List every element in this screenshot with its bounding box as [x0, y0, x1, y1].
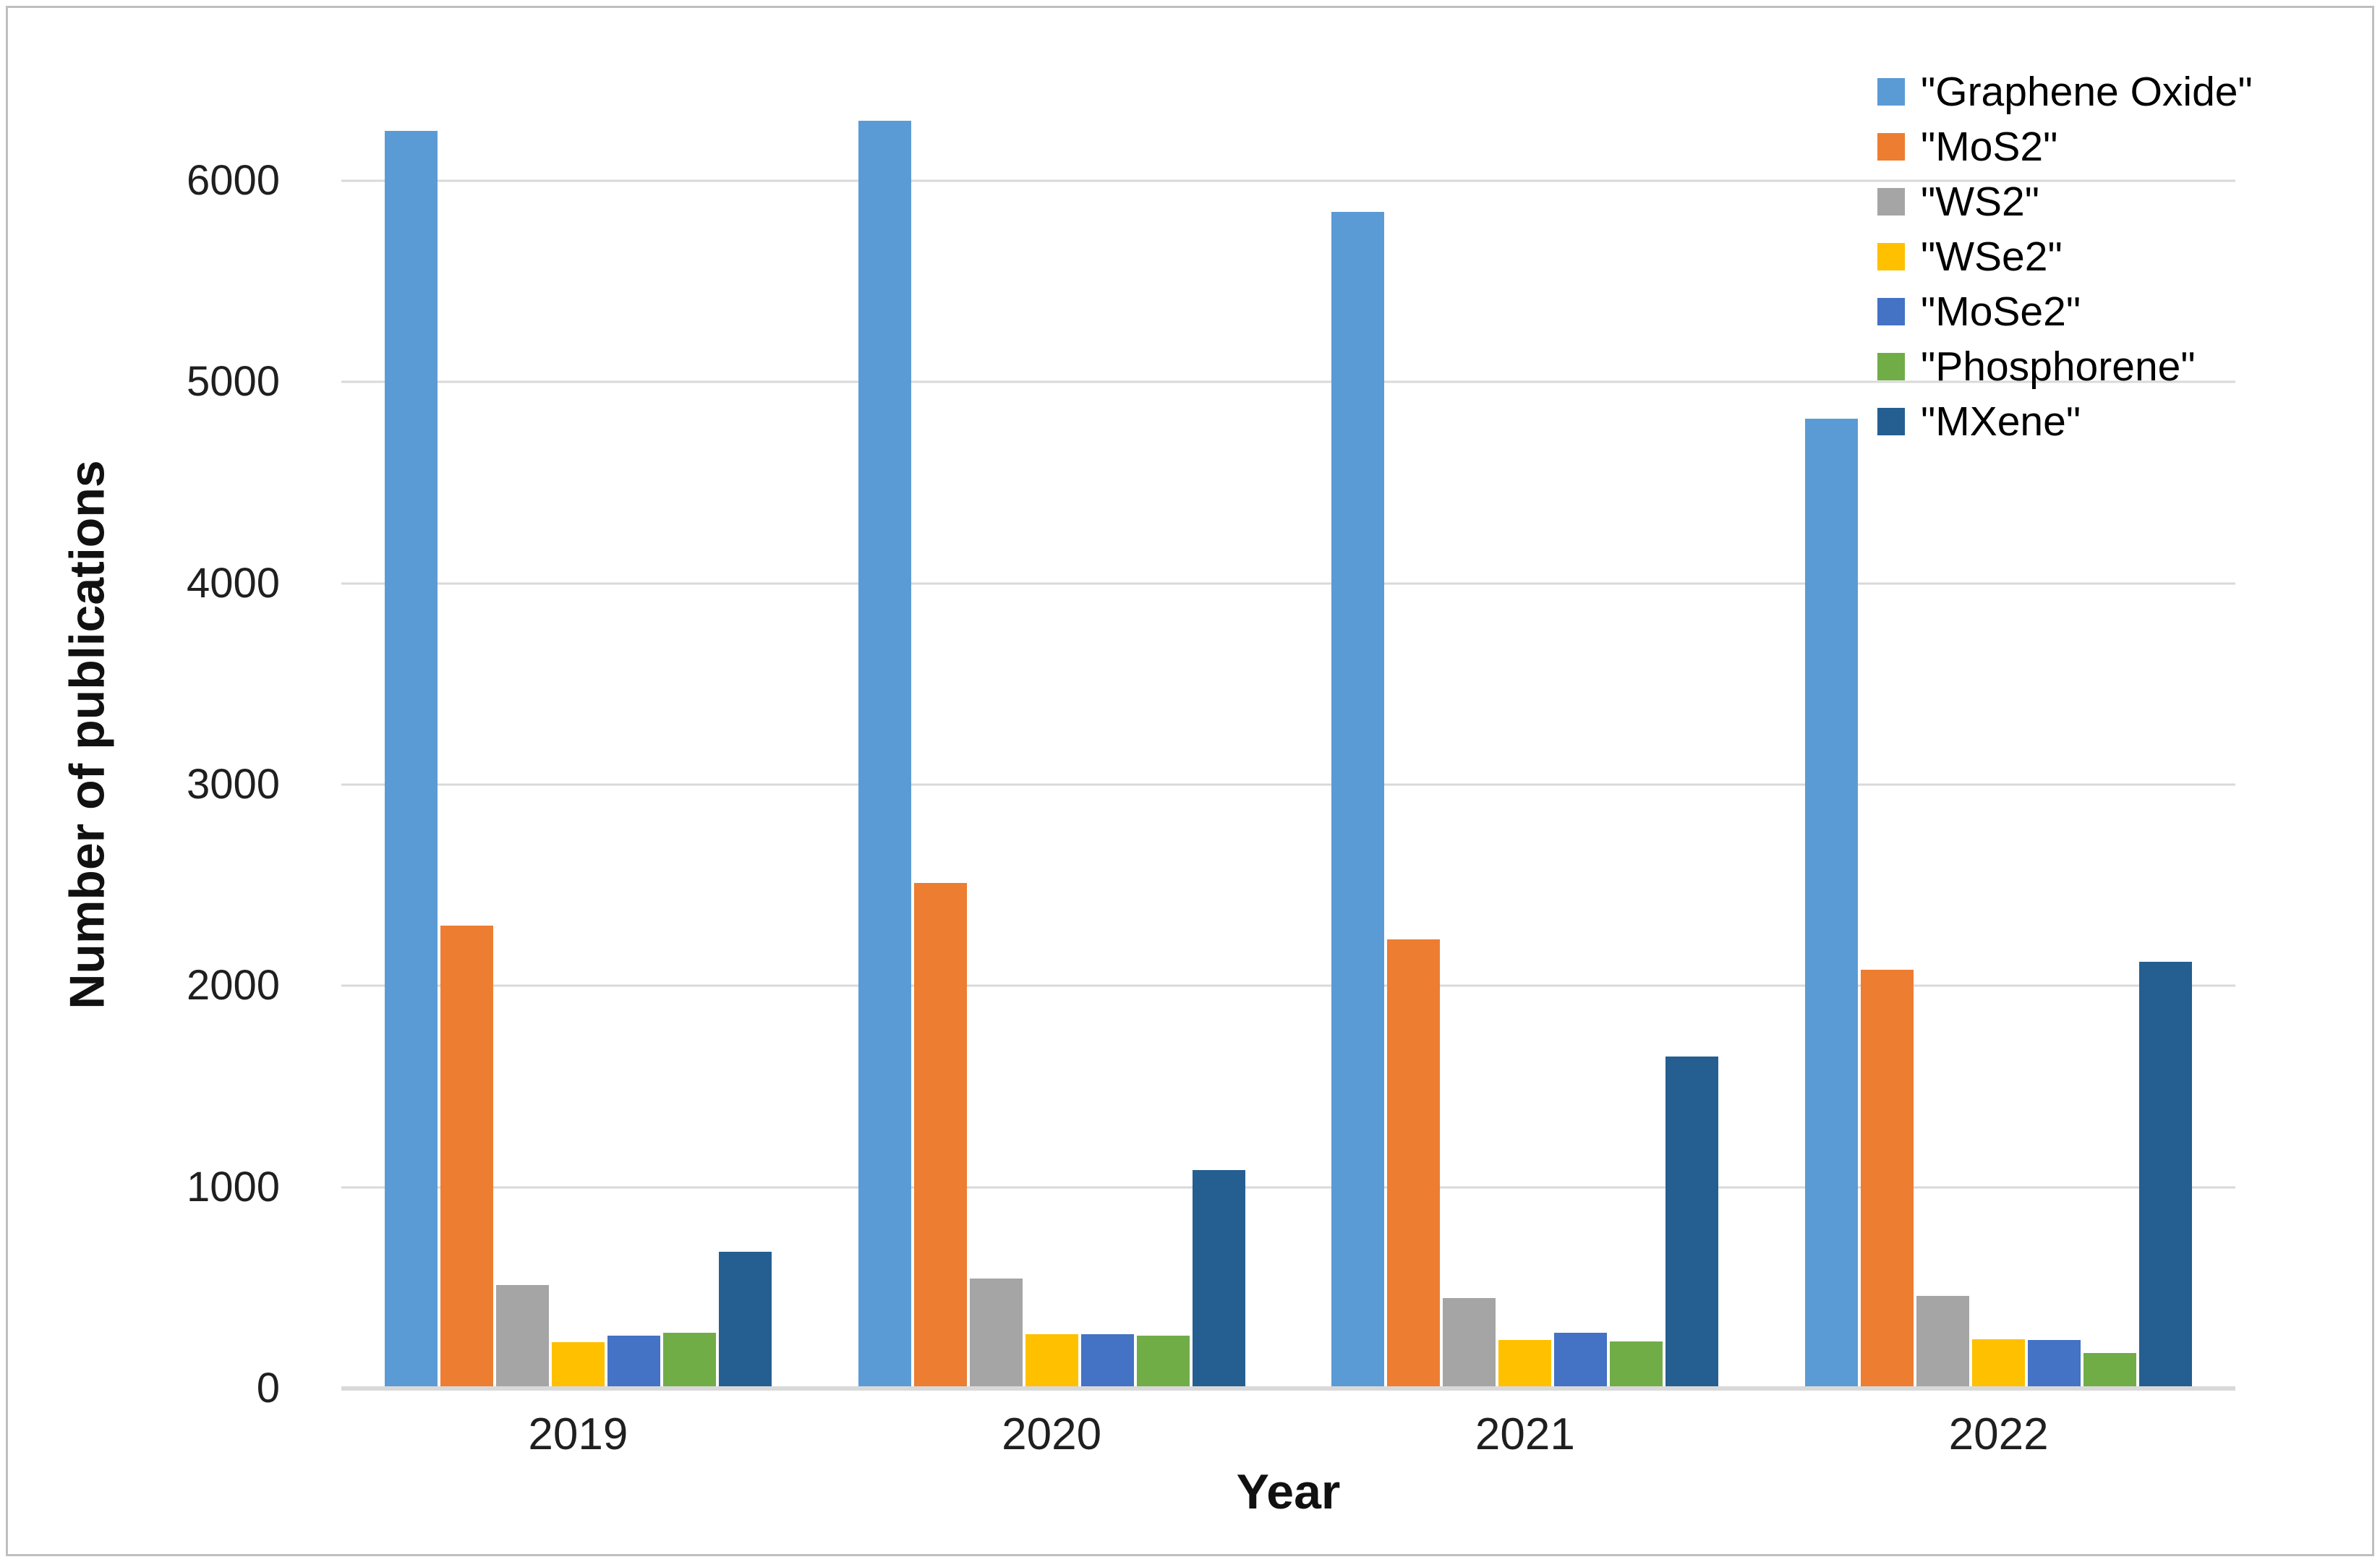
bar-ws2-2020 [969, 1279, 1023, 1388]
bar-graphene-oxide-2020 [858, 120, 911, 1388]
bar-wse2-2019 [551, 1342, 605, 1388]
legend-swatch-wse2 [1877, 243, 1905, 270]
bar-mxene-2022 [2139, 962, 2193, 1388]
bar-phosphorene-2019 [662, 1333, 716, 1388]
legend-item-wse2: "WSe2" [1877, 229, 2253, 284]
legend-swatch-mose2 [1877, 298, 1905, 325]
y-tick-label-4000: 4000 [186, 559, 280, 607]
y-tick-label-2000: 2000 [186, 962, 280, 1010]
legend-swatch-mos2 [1877, 133, 1905, 161]
gridline-2000 [341, 984, 2235, 987]
y-tick-label-1000: 1000 [186, 1163, 280, 1211]
legend-label-graphene-oxide: "Graphene Oxide" [1921, 68, 2253, 115]
bar-phosphorene-2021 [1610, 1341, 1663, 1388]
legend-item-mose2: "MoSe2" [1877, 284, 2253, 339]
y-tick-label-3000: 3000 [186, 761, 280, 808]
bar-graphene-oxide-2021 [1331, 212, 1385, 1388]
bar-wse2-2021 [1498, 1340, 1552, 1388]
bar-ws2-2019 [495, 1284, 549, 1388]
legend-item-mxene: "MXene" [1877, 394, 2253, 449]
bar-group-2021 [1289, 80, 1762, 1388]
y-axis-title-wrap: Number of publications [48, 80, 127, 1388]
legend-swatch-graphene-oxide [1877, 78, 1905, 106]
legend-label-phosphorene: "Phosphorene" [1921, 343, 2196, 390]
legend-item-phosphorene: "Phosphorene" [1877, 339, 2253, 394]
bar-mose2-2020 [1080, 1333, 1134, 1388]
bar-mos2-2020 [913, 883, 967, 1388]
bar-phosphorene-2020 [1136, 1336, 1190, 1388]
x-label-2021: 2021 [1475, 1409, 1575, 1459]
legend-swatch-mxene [1877, 408, 1905, 435]
gridline-4000 [341, 582, 2235, 585]
gridline-1000 [341, 1186, 2235, 1189]
legend-label-mose2: "MoSe2" [1921, 288, 2081, 335]
legend-item-mos2: "MoS2" [1877, 119, 2253, 174]
bar-mos2-2021 [1387, 939, 1441, 1388]
legend-label-mxene: "MXene" [1921, 398, 2081, 445]
bar-mose2-2022 [2028, 1340, 2081, 1388]
bar-mxene-2020 [1192, 1170, 1245, 1388]
legend-swatch-ws2 [1877, 188, 1905, 215]
bar-graphene-oxide-2022 [1805, 418, 1859, 1388]
bar-wse2-2022 [1972, 1339, 2026, 1388]
plot-area: 0 1000 2000 3000 4000 5000 6000 [187, 80, 2235, 1409]
legend-item-ws2: "WS2" [1877, 174, 2253, 229]
bar-graphene-oxide-2019 [384, 130, 438, 1388]
y-tick-label-0: 0 [256, 1365, 280, 1412]
bar-mos2-2019 [440, 925, 493, 1388]
chart-frame: Number of publications 0 1000 2000 3000 4000… [6, 6, 2374, 1556]
legend-label-wse2: "WSe2" [1921, 233, 2063, 280]
x-axis-labels: 2019 2020 2021 2022 [341, 1412, 2235, 1470]
bar-mose2-2021 [1554, 1332, 1608, 1388]
gridline-5000 [341, 380, 2235, 383]
gridline-6000 [341, 179, 2235, 182]
y-tick-label-6000: 6000 [186, 157, 280, 205]
bar-group-2022 [1762, 80, 2235, 1388]
x-label-2020: 2020 [1002, 1409, 1102, 1459]
x-axis-line [341, 1386, 2235, 1391]
y-tick-label-5000: 5000 [186, 358, 280, 406]
bar-mos2-2022 [1861, 970, 1914, 1388]
legend-item-graphene-oxide: "Graphene Oxide" [1877, 64, 2253, 119]
legend-label-mos2: "MoS2" [1921, 123, 2058, 170]
legend-label-ws2: "WS2" [1921, 178, 2039, 225]
legend-swatch-phosphorene [1877, 353, 1905, 380]
y-axis-title: Number of publications [60, 459, 116, 1010]
legend: "Graphene Oxide" "MoS2" "WS2" "WSe2" "MoSe2"… [1877, 64, 2253, 449]
bar-ws2-2022 [1916, 1295, 1970, 1388]
bar-ws2-2021 [1443, 1297, 1496, 1388]
gridline-3000 [341, 783, 2235, 786]
bar-mose2-2019 [607, 1336, 660, 1388]
x-axis-title: Year [1236, 1464, 1341, 1519]
bar-phosphorene-2022 [2083, 1353, 2137, 1388]
x-label-2022: 2022 [1948, 1409, 2049, 1459]
x-label-2019: 2019 [528, 1409, 628, 1459]
bar-group-2020 [815, 80, 1289, 1388]
bar-mxene-2021 [1665, 1056, 1719, 1388]
bar-wse2-2020 [1025, 1333, 1078, 1388]
bar-group-2019 [341, 80, 815, 1388]
bar-mxene-2019 [718, 1251, 772, 1388]
